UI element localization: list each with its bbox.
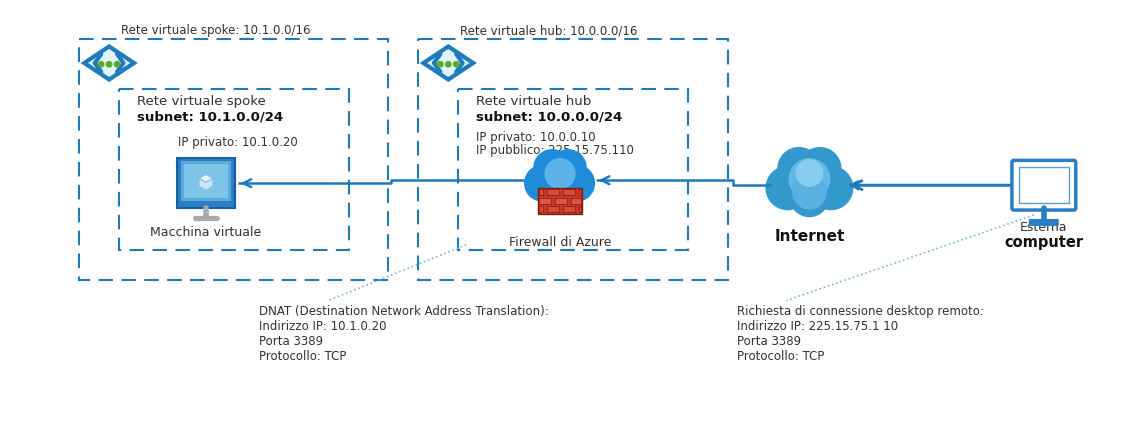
Text: Rete virtuale hub: 10.0.0.0/16: Rete virtuale hub: 10.0.0.0/16: [461, 24, 637, 37]
Polygon shape: [84, 46, 134, 79]
Circle shape: [778, 148, 820, 189]
Circle shape: [766, 166, 809, 210]
Text: Protocollo: TCP: Protocollo: TCP: [737, 350, 824, 363]
Circle shape: [534, 150, 569, 186]
Text: Rete virtuale spoke: 10.1.0.0/16: Rete virtuale spoke: 10.1.0.0/16: [121, 24, 310, 37]
Text: IP privato: 10.1.0.20: IP privato: 10.1.0.20: [178, 135, 298, 148]
Bar: [563, 189, 575, 195]
Circle shape: [789, 159, 830, 199]
Circle shape: [809, 166, 852, 210]
Text: IP pubblico: 225.15.75.110: IP pubblico: 225.15.75.110: [477, 145, 634, 158]
Text: Indirizzo IP: 225.15.75.1 10: Indirizzo IP: 225.15.75.1 10: [737, 320, 898, 333]
Circle shape: [796, 160, 823, 186]
Circle shape: [98, 62, 104, 67]
Text: computer: computer: [1004, 235, 1083, 250]
Bar: [539, 197, 551, 204]
Text: Indirizzo IP: 10.1.0.20: Indirizzo IP: 10.1.0.20: [259, 320, 386, 333]
Bar: [563, 206, 575, 212]
Circle shape: [525, 165, 560, 201]
Circle shape: [438, 62, 443, 67]
Text: subnet: 10.0.0.0/24: subnet: 10.0.0.0/24: [477, 111, 623, 124]
Bar: [578, 189, 581, 195]
Bar: [571, 197, 581, 204]
Text: Internet: Internet: [774, 229, 844, 244]
Text: Rete virtuale spoke: Rete virtuale spoke: [137, 95, 266, 108]
FancyBboxPatch shape: [1029, 219, 1058, 226]
Circle shape: [114, 62, 120, 67]
Bar: [538, 188, 582, 214]
Circle shape: [790, 178, 829, 217]
Circle shape: [799, 148, 841, 189]
Bar: [79, 39, 388, 279]
Bar: [419, 39, 728, 279]
Bar: [555, 197, 567, 204]
Polygon shape: [423, 46, 473, 79]
Polygon shape: [199, 174, 213, 190]
Circle shape: [792, 175, 826, 209]
Circle shape: [780, 151, 839, 210]
FancyBboxPatch shape: [181, 161, 231, 201]
Circle shape: [558, 165, 594, 201]
Bar: [458, 89, 688, 250]
Text: DNAT (Destination Network Address Translation):: DNAT (Destination Network Address Transl…: [259, 306, 549, 319]
Polygon shape: [199, 174, 213, 182]
Bar: [539, 206, 543, 212]
Text: Firewall di Azure: Firewall di Azure: [508, 236, 611, 249]
Text: Porta 3389: Porta 3389: [737, 335, 800, 348]
Circle shape: [550, 150, 586, 186]
Circle shape: [446, 62, 451, 67]
Text: subnet: 10.1.0.0/24: subnet: 10.1.0.0/24: [137, 111, 283, 124]
Circle shape: [106, 62, 112, 67]
Bar: [1019, 168, 1069, 203]
Circle shape: [454, 62, 458, 67]
Bar: [539, 189, 543, 195]
Circle shape: [544, 174, 575, 205]
FancyBboxPatch shape: [183, 164, 228, 198]
Bar: [547, 206, 559, 212]
Bar: [547, 189, 559, 195]
Text: Richiesta di connessione desktop remoto:: Richiesta di connessione desktop remoto:: [737, 306, 984, 319]
Bar: [119, 89, 349, 250]
Text: Porta 3389: Porta 3389: [259, 335, 323, 348]
Text: Esterna: Esterna: [1020, 221, 1067, 234]
Text: IP privato: 10.0.0.10: IP privato: 10.0.0.10: [477, 131, 595, 144]
FancyBboxPatch shape: [177, 158, 234, 208]
Circle shape: [535, 152, 584, 201]
Text: Rete virtuale hub: Rete virtuale hub: [477, 95, 592, 108]
Text: Macchina virtuale: Macchina virtuale: [151, 226, 261, 239]
Circle shape: [544, 159, 575, 189]
FancyBboxPatch shape: [1012, 161, 1075, 210]
Bar: [578, 206, 581, 212]
Text: Protocollo: TCP: Protocollo: TCP: [259, 350, 346, 363]
